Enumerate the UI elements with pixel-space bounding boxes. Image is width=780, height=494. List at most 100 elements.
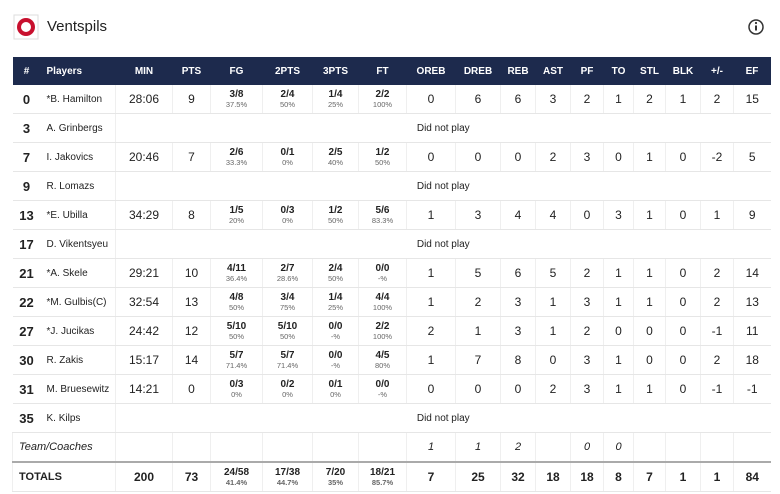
stat-cell: 1/5 20%: [210, 200, 263, 230]
stat-cell: 0: [535, 345, 571, 375]
info-icon[interactable]: [748, 19, 764, 35]
header-row: # Players MIN PTS FG 2PTS 3PTS FT OREB DREB REB AST…: [12, 57, 771, 85]
stat-cell: 7: [633, 461, 666, 492]
stat-cell: 0/3 0%: [210, 374, 263, 404]
player-name: *M. Gulbis(C): [40, 287, 116, 317]
empty-cell: [733, 432, 771, 463]
stat-cell: 25: [455, 461, 501, 492]
stat-cell: 0: [665, 142, 701, 172]
stat-cell: 8: [500, 345, 536, 375]
made-attempted: 3/4: [280, 292, 295, 303]
percentage: 35%: [327, 478, 343, 487]
stat-cell: 7: [455, 345, 501, 375]
stat-cell: 4: [535, 200, 571, 230]
percentage: 100%: [372, 100, 393, 109]
stat-cell: 200: [115, 461, 173, 492]
stat-cell: 0: [665, 287, 701, 317]
stat-cell: 7/20 35%: [312, 461, 359, 492]
empty-cell: [312, 432, 359, 463]
stat-cell: 1: [603, 287, 634, 317]
column-header: +/-: [700, 57, 734, 85]
player-name: D. Vikentsyeu: [40, 229, 116, 259]
stat-cell: 11: [733, 316, 771, 346]
column-header: OREB: [406, 57, 456, 85]
player-row: 31 M. Bruesewitz 14:21 0 0/3 0% 0/2 0% 0/1 0% 0/0-…: [12, 374, 771, 404]
stat-cell: 0: [633, 345, 666, 375]
stat-cell: 18: [570, 461, 604, 492]
empty-cell: [262, 432, 313, 463]
column-header: REB: [500, 57, 536, 85]
stat-cell: 2/5 40%: [312, 142, 359, 172]
made-attempted: 2/6: [229, 147, 244, 158]
stat-cell: 10: [172, 258, 211, 288]
stat-cell: 34:29: [115, 200, 173, 230]
stat-cell: 2: [700, 85, 734, 114]
column-header: BLK: [665, 57, 701, 85]
stat-cell: 0: [665, 258, 701, 288]
percentage: 0%: [282, 216, 293, 225]
stat-cell: 1: [455, 316, 501, 346]
column-header: 2PTS: [262, 57, 313, 85]
percentage: 71.4%: [276, 361, 299, 370]
column-header: FT: [358, 57, 407, 85]
stat-cell: 24/58 41.4%: [210, 461, 263, 492]
empty-cell: [115, 432, 173, 463]
percentage: 20%: [228, 216, 244, 225]
stat-cell: -1: [700, 316, 734, 346]
stat-cell: 2: [535, 374, 571, 404]
player-row: 30 R. Zakis 15:17 14 5/7 71.4% 5/7 71.4% 0/0 -% 4/…: [12, 345, 771, 375]
percentage: 0%: [330, 390, 341, 399]
stat-cell: 14:21: [115, 374, 173, 404]
stat-cell: 0: [570, 200, 604, 230]
stat-cell: 0: [603, 142, 634, 172]
stat-cell: 5/10 50%: [210, 316, 263, 346]
player-row: 21 *A. Skele 29:21 10 4/11 36.4% 2/7 28.6% 2/4 50…: [12, 258, 771, 288]
info-icon-dot: [754, 21, 758, 25]
stat-cell: 5: [733, 142, 771, 172]
player-row: 0 *B. Hamilton 28:06 9 3/8 37.5% 2/4 50% 1/4 25% 2…: [12, 85, 771, 114]
player-row: 27 *J. Jucikas 24:42 12 5/10 50% 5/10 50% 0/0 -% 2…: [12, 316, 771, 346]
stat-cell: 0: [406, 85, 456, 114]
stat-cell: 3: [500, 316, 536, 346]
stat-cell: 0: [406, 142, 456, 172]
stat-cell: 1: [603, 258, 634, 288]
made-attempted: 2/7: [280, 263, 295, 274]
player-number: 13: [12, 200, 41, 230]
stat-cell: 1: [700, 461, 734, 492]
percentage: 0%: [282, 390, 293, 399]
stat-cell: 2: [455, 287, 501, 317]
stat-cell: 5/7 71.4%: [262, 345, 313, 375]
stat-cell: 2: [570, 316, 604, 346]
made-attempted: 5/7: [229, 350, 244, 361]
percentage: 40%: [327, 158, 343, 167]
stat-cell: 0/0 -%: [312, 316, 359, 346]
player-row: 35 K. Kilps Did not play: [12, 403, 771, 433]
stat-cell: 1: [406, 258, 456, 288]
percentage: 37.5%: [225, 100, 248, 109]
made-attempted: 3/8: [229, 89, 244, 100]
stat-cell: 2: [500, 432, 536, 463]
stat-cell: 1: [633, 374, 666, 404]
percentage: 44.7%: [276, 478, 299, 487]
player-name: R. Zakis: [40, 345, 116, 375]
percentage: 50%: [228, 303, 244, 312]
stat-cell: 1: [535, 316, 571, 346]
stat-cell: 4/11 36.4%: [210, 258, 263, 288]
made-attempted: 4/8: [229, 292, 244, 303]
stat-cell: 2: [570, 258, 604, 288]
made-attempted: 0/0: [375, 379, 390, 390]
boxscore-table: # Players MIN PTS FG 2PTS 3PTS FT OREB DREB REB AST…: [12, 57, 771, 492]
percentage: 71.4%: [225, 361, 248, 370]
column-header: AST: [535, 57, 571, 85]
percentage: 50%: [279, 332, 295, 341]
empty-cell: [665, 432, 701, 463]
percentage: 50%: [327, 216, 343, 225]
empty-cell: [358, 432, 407, 463]
stat-cell: 0/1 0%: [262, 142, 313, 172]
stat-cell: 9: [733, 200, 771, 230]
stat-cell: 73: [172, 461, 211, 492]
percentage: 50%: [374, 158, 390, 167]
made-attempted: 5/6: [375, 205, 390, 216]
stat-cell: 2/7 28.6%: [262, 258, 313, 288]
